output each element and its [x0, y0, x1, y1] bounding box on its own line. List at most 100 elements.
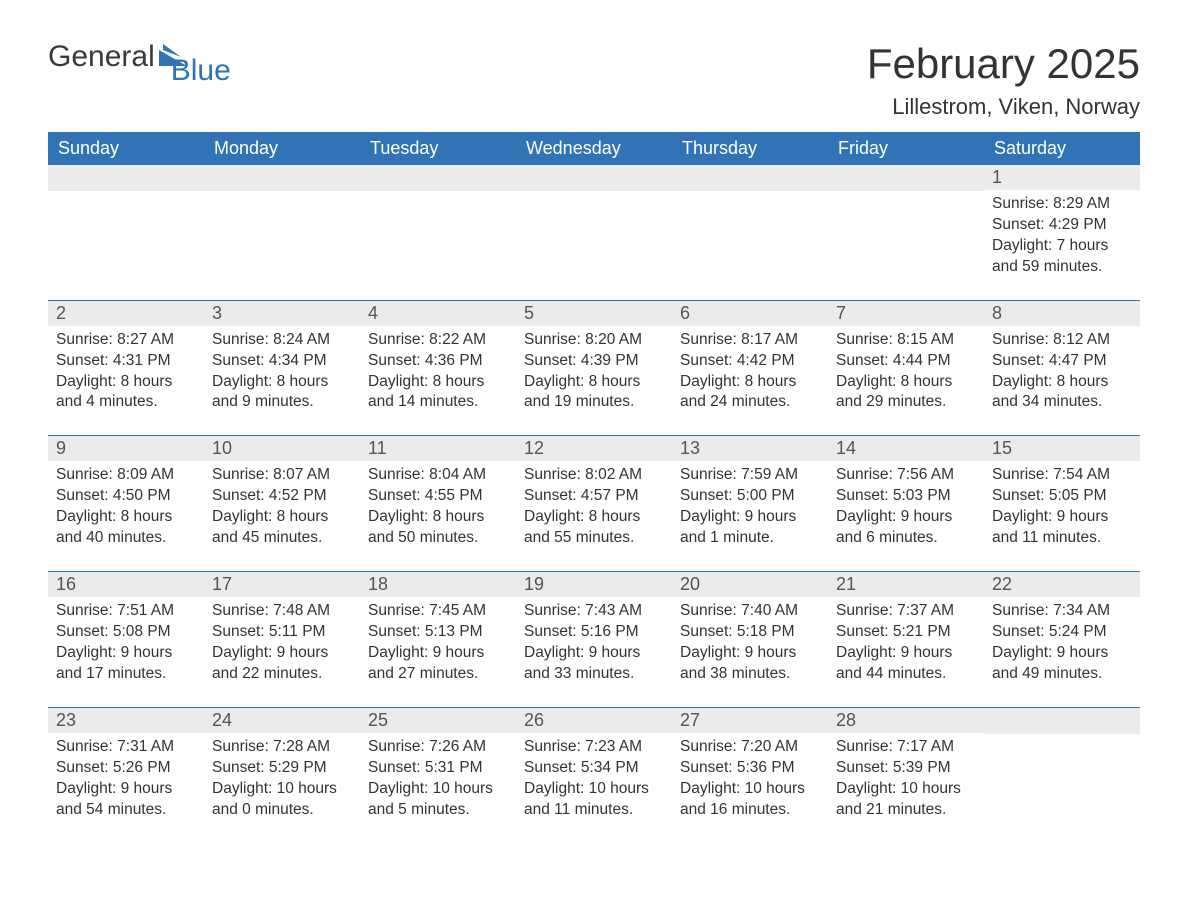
day-cell: [48, 165, 204, 278]
day-cell: 1Sunrise: 8:29 AMSunset: 4:29 PMDaylight…: [984, 165, 1140, 278]
day-body: Sunrise: 8:22 AMSunset: 4:36 PMDaylight:…: [360, 326, 516, 414]
sunset-text: Sunset: 5:24 PM: [992, 622, 1132, 643]
sunrise-text: Sunrise: 7:54 AM: [992, 465, 1132, 486]
weekday-header: Friday: [828, 132, 984, 165]
day-body: Sunrise: 7:34 AMSunset: 5:24 PMDaylight:…: [984, 597, 1140, 685]
sunrise-text: Sunrise: 7:56 AM: [836, 465, 976, 486]
day-cell: 17Sunrise: 7:48 AMSunset: 5:11 PMDayligh…: [204, 572, 360, 685]
day-cell: 6Sunrise: 8:17 AMSunset: 4:42 PMDaylight…: [672, 301, 828, 414]
day-number: 20: [672, 572, 828, 597]
day-body: Sunrise: 8:04 AMSunset: 4:55 PMDaylight:…: [360, 461, 516, 549]
day-body: Sunrise: 8:29 AMSunset: 4:29 PMDaylight:…: [984, 190, 1140, 278]
sunset-text: Sunset: 5:00 PM: [680, 486, 820, 507]
day-cell: [204, 165, 360, 278]
sunset-text: Sunset: 5:05 PM: [992, 486, 1132, 507]
day-body: Sunrise: 7:43 AMSunset: 5:16 PMDaylight:…: [516, 597, 672, 685]
sunset-text: Sunset: 4:50 PM: [56, 486, 196, 507]
day-number: 11: [360, 436, 516, 461]
sunrise-text: Sunrise: 7:45 AM: [368, 601, 508, 622]
day-number: [984, 708, 1140, 734]
day-cell: 11Sunrise: 8:04 AMSunset: 4:55 PMDayligh…: [360, 436, 516, 549]
daylight-text: Daylight: 9 hours and 49 minutes.: [992, 643, 1132, 685]
daylight-text: Daylight: 8 hours and 19 minutes.: [524, 372, 664, 414]
calendar-grid: SundayMondayTuesdayWednesdayThursdayFrid…: [48, 132, 1140, 820]
day-cell: 3Sunrise: 8:24 AMSunset: 4:34 PMDaylight…: [204, 301, 360, 414]
weekday-header: Sunday: [48, 132, 204, 165]
sunset-text: Sunset: 4:34 PM: [212, 351, 352, 372]
daylight-text: Daylight: 8 hours and 34 minutes.: [992, 372, 1132, 414]
sunrise-text: Sunrise: 7:43 AM: [524, 601, 664, 622]
sunrise-text: Sunrise: 7:31 AM: [56, 737, 196, 758]
sunrise-text: Sunrise: 8:12 AM: [992, 330, 1132, 351]
day-number: 4: [360, 301, 516, 326]
day-body: Sunrise: 7:20 AMSunset: 5:36 PMDaylight:…: [672, 733, 828, 821]
sunset-text: Sunset: 5:21 PM: [836, 622, 976, 643]
day-body: Sunrise: 7:31 AMSunset: 5:26 PMDaylight:…: [48, 733, 204, 821]
day-number: 15: [984, 436, 1140, 461]
sunset-text: Sunset: 5:36 PM: [680, 758, 820, 779]
day-number: 18: [360, 572, 516, 597]
day-cell: [828, 165, 984, 278]
day-cell: 22Sunrise: 7:34 AMSunset: 5:24 PMDayligh…: [984, 572, 1140, 685]
weekday-header: Thursday: [672, 132, 828, 165]
day-number: 13: [672, 436, 828, 461]
sunrise-text: Sunrise: 7:20 AM: [680, 737, 820, 758]
sunrise-text: Sunrise: 8:20 AM: [524, 330, 664, 351]
day-body: Sunrise: 8:07 AMSunset: 4:52 PMDaylight:…: [204, 461, 360, 549]
daylight-text: Daylight: 8 hours and 14 minutes.: [368, 372, 508, 414]
day-cell: 9Sunrise: 8:09 AMSunset: 4:50 PMDaylight…: [48, 436, 204, 549]
day-body: Sunrise: 8:20 AMSunset: 4:39 PMDaylight:…: [516, 326, 672, 414]
daylight-text: Daylight: 9 hours and 22 minutes.: [212, 643, 352, 685]
sunrise-text: Sunrise: 7:59 AM: [680, 465, 820, 486]
sunrise-text: Sunrise: 8:29 AM: [992, 194, 1132, 215]
weekday-header: Tuesday: [360, 132, 516, 165]
day-number: 7: [828, 301, 984, 326]
day-body: Sunrise: 8:12 AMSunset: 4:47 PMDaylight:…: [984, 326, 1140, 414]
sunrise-text: Sunrise: 7:28 AM: [212, 737, 352, 758]
sunrise-text: Sunrise: 8:15 AM: [836, 330, 976, 351]
sunset-text: Sunset: 5:08 PM: [56, 622, 196, 643]
sunrise-text: Sunrise: 7:17 AM: [836, 737, 976, 758]
day-cell: 27Sunrise: 7:20 AMSunset: 5:36 PMDayligh…: [672, 708, 828, 821]
sunrise-text: Sunrise: 8:24 AM: [212, 330, 352, 351]
day-number: 27: [672, 708, 828, 733]
day-cell: 25Sunrise: 7:26 AMSunset: 5:31 PMDayligh…: [360, 708, 516, 821]
day-number: [672, 165, 828, 191]
day-cell: [672, 165, 828, 278]
day-cell: 12Sunrise: 8:02 AMSunset: 4:57 PMDayligh…: [516, 436, 672, 549]
day-cell: [360, 165, 516, 278]
day-number: 26: [516, 708, 672, 733]
sunrise-text: Sunrise: 8:27 AM: [56, 330, 196, 351]
day-cell: 26Sunrise: 7:23 AMSunset: 5:34 PMDayligh…: [516, 708, 672, 821]
sunset-text: Sunset: 5:39 PM: [836, 758, 976, 779]
day-cell: [984, 708, 1140, 821]
daylight-text: Daylight: 8 hours and 45 minutes.: [212, 507, 352, 549]
page-header: General Blue February 2025 Lillestrom, V…: [48, 40, 1140, 120]
day-body: Sunrise: 8:17 AMSunset: 4:42 PMDaylight:…: [672, 326, 828, 414]
daylight-text: Daylight: 8 hours and 50 minutes.: [368, 507, 508, 549]
day-number: 6: [672, 301, 828, 326]
week-row: 23Sunrise: 7:31 AMSunset: 5:26 PMDayligh…: [48, 707, 1140, 821]
day-body: Sunrise: 7:59 AMSunset: 5:00 PMDaylight:…: [672, 461, 828, 549]
day-body: Sunrise: 8:15 AMSunset: 4:44 PMDaylight:…: [828, 326, 984, 414]
daylight-text: Daylight: 10 hours and 16 minutes.: [680, 779, 820, 821]
sunrise-text: Sunrise: 7:26 AM: [368, 737, 508, 758]
day-cell: 13Sunrise: 7:59 AMSunset: 5:00 PMDayligh…: [672, 436, 828, 549]
daylight-text: Daylight: 10 hours and 21 minutes.: [836, 779, 976, 821]
day-body: Sunrise: 7:40 AMSunset: 5:18 PMDaylight:…: [672, 597, 828, 685]
day-cell: 4Sunrise: 8:22 AMSunset: 4:36 PMDaylight…: [360, 301, 516, 414]
sunset-text: Sunset: 4:57 PM: [524, 486, 664, 507]
day-cell: 10Sunrise: 8:07 AMSunset: 4:52 PMDayligh…: [204, 436, 360, 549]
day-cell: 28Sunrise: 7:17 AMSunset: 5:39 PMDayligh…: [828, 708, 984, 821]
sunrise-text: Sunrise: 7:40 AM: [680, 601, 820, 622]
day-number: 22: [984, 572, 1140, 597]
day-cell: 8Sunrise: 8:12 AMSunset: 4:47 PMDaylight…: [984, 301, 1140, 414]
sunset-text: Sunset: 4:42 PM: [680, 351, 820, 372]
daylight-text: Daylight: 10 hours and 0 minutes.: [212, 779, 352, 821]
daylight-text: Daylight: 9 hours and 27 minutes.: [368, 643, 508, 685]
brand-logo: General Blue: [48, 40, 249, 74]
sunrise-text: Sunrise: 7:51 AM: [56, 601, 196, 622]
day-cell: 7Sunrise: 8:15 AMSunset: 4:44 PMDaylight…: [828, 301, 984, 414]
day-body: Sunrise: 8:24 AMSunset: 4:34 PMDaylight:…: [204, 326, 360, 414]
day-body: Sunrise: 7:45 AMSunset: 5:13 PMDaylight:…: [360, 597, 516, 685]
